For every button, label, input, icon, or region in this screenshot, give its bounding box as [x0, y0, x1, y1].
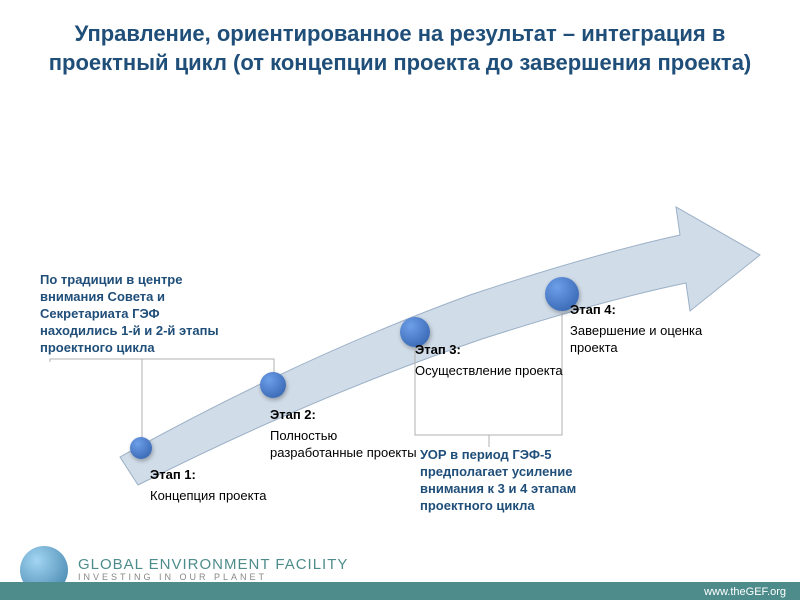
annotation-rbm-focus: УОР в период ГЭФ-5 предполагает усиление…	[420, 447, 620, 515]
slide-title: Управление, ориентированное на результат…	[0, 0, 800, 87]
stage-label-2: Этап 2: Полностью разработанные проекты	[270, 407, 420, 462]
stage-label-4: Этап 4: Завершение и оценка проекта	[570, 302, 720, 357]
footer: gef GLOBAL ENVIRONMENT FACILITY INVESTIN…	[0, 540, 800, 600]
annotation-traditional-focus: По традиции в центре внимания Совета и С…	[40, 272, 240, 356]
stage-name: Этап 3:	[415, 342, 563, 359]
stage-name: Этап 4:	[570, 302, 720, 319]
logo-main-text: GLOBAL ENVIRONMENT FACILITY	[78, 557, 348, 574]
stage-desc: Завершение и оценка проекта	[570, 323, 720, 357]
stage-label-3: Этап 3: Осуществление проекта	[415, 342, 563, 380]
stage-label-1: Этап 1: Концепция проекта	[150, 467, 267, 505]
diagram: Этап 1: Концепция проекта Этап 2: Полностью…	[0, 87, 800, 507]
stage-desc: Осуществление проекта	[415, 363, 563, 380]
stage-name: Этап 2:	[270, 407, 420, 424]
stage-dot-2	[260, 372, 286, 398]
stage-desc: Полностью разработанные проекты	[270, 428, 420, 462]
stage-name: Этап 1:	[150, 467, 267, 484]
footer-url: www.theGEF.org	[704, 586, 786, 598]
stage-desc: Концепция проекта	[150, 488, 267, 505]
footer-bar	[0, 582, 800, 600]
